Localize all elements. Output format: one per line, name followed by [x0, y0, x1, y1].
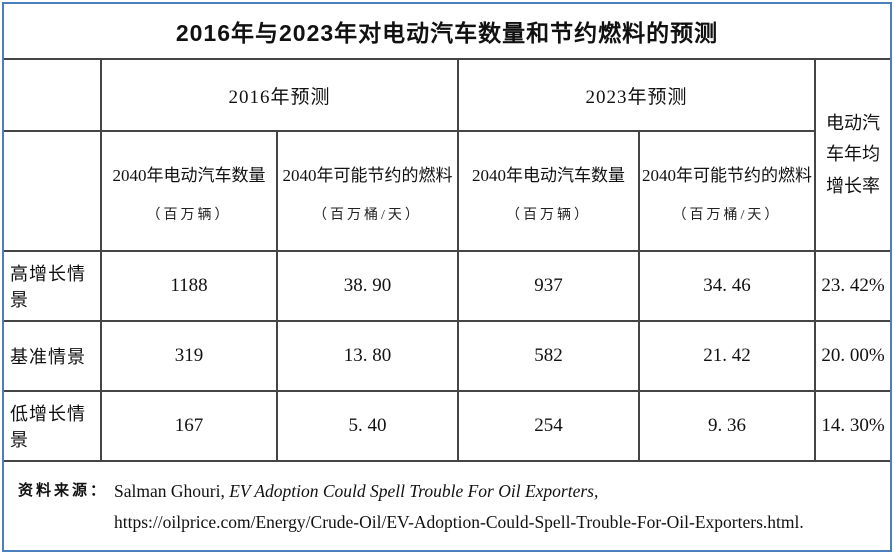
group-header-row: 2016年预测 2023年预测 电动汽 车年均 增长率 [4, 58, 891, 252]
sub-header-2016-ev-count: 2040年电动汽车数量 （百万辆） [100, 130, 278, 252]
sub-header-unit: （百万辆） [146, 207, 232, 223]
sub-header-2023-fuel-saved: 2040年可能节约的燃料 （百万桶/天） [638, 130, 815, 252]
cell-value: 582 [457, 320, 640, 392]
sub-header-unit: （百万辆） [506, 207, 591, 223]
sub-header-label: 2040年可能节约的燃料 [642, 165, 812, 185]
source-cell: 资料来源： Salman Ghouri, EV Adoption Could S… [4, 460, 891, 550]
growth-rate-column-header: 电动汽 车年均 增长率 [813, 58, 891, 252]
source-work-title: EV Adoption Could Spell Trouble For Oil … [229, 481, 599, 501]
cell-value: 20. 00% [813, 320, 891, 392]
source-label: 资料来源： [18, 483, 109, 499]
group-header-2016: 2016年预测 [100, 58, 459, 132]
sub-header-label: 2040年电动汽车数量 [472, 165, 625, 185]
cell-value: 23. 42% [813, 250, 891, 322]
sub-header-label: 2040年电动汽车数量 [112, 165, 266, 185]
title-row: 2016年与2023年对电动汽车数量和节约燃料的预测 [4, 4, 891, 60]
source-url: https://oilprice.com/Energy/Crude-Oil/EV… [114, 511, 804, 532]
source-citation: Salman Ghouri, EV Adoption Could Spell T… [108, 476, 804, 537]
row-label: 低增长情景 [4, 390, 102, 462]
corner-cell-top [4, 58, 102, 132]
row-label: 高增长情景 [4, 250, 102, 322]
corner-cell-bottom [4, 130, 102, 252]
sub-header-unit: （百万桶/天） [672, 207, 782, 223]
growth-header-line: 电动汽 [826, 112, 881, 133]
forecast-table: 2016年与2023年对电动汽车数量和节约燃料的预测 2016年预测 2023年… [4, 4, 891, 550]
sub-header-label: 2040年可能节约的燃料 [282, 165, 453, 185]
row-label: 基准情景 [4, 320, 102, 392]
growth-header-line: 增长率 [826, 175, 881, 196]
table-title: 2016年与2023年对电动汽车数量和节约燃料的预测 [4, 4, 891, 60]
cell-value: 21. 42 [638, 320, 816, 392]
table-row-low-growth: 低增长情景 167 5. 40 254 9. 36 14. 30% [4, 390, 891, 462]
sub-header-row: 2040年电动汽车数量 （百万辆） 2040年可能节约的燃料 （百万桶/天） 2… [4, 130, 890, 252]
source-row: 资料来源： Salman Ghouri, EV Adoption Could S… [4, 460, 891, 550]
cell-value: 9. 36 [638, 390, 816, 462]
cell-value: 319 [100, 320, 278, 392]
cell-value: 34. 46 [638, 250, 816, 322]
cell-value: 937 [457, 250, 640, 322]
table-row-baseline: 基准情景 319 13. 80 582 21. 42 20. 00% [4, 320, 891, 392]
cell-value: 5. 40 [276, 390, 459, 462]
cell-value: 14. 30% [813, 390, 891, 462]
cell-value: 167 [100, 390, 278, 462]
cell-value: 38. 90 [276, 250, 459, 322]
sub-header-2016-fuel-saved: 2040年可能节约的燃料 （百万桶/天） [276, 130, 459, 252]
cell-value: 13. 80 [276, 320, 459, 392]
group-header-2023: 2023年预测 [457, 58, 816, 132]
cell-value: 1188 [100, 250, 278, 322]
sub-header-2023-ev-count: 2040年电动汽车数量 （百万辆） [457, 130, 640, 252]
source-author: Salman Ghouri, [114, 481, 230, 501]
sub-header-unit: （百万桶/天） [313, 207, 422, 223]
cell-value: 254 [457, 390, 640, 462]
growth-header-line: 车年均 [826, 144, 881, 165]
table-row-high-growth: 高增长情景 1188 38. 90 937 34. 46 23. 42% [4, 250, 891, 322]
